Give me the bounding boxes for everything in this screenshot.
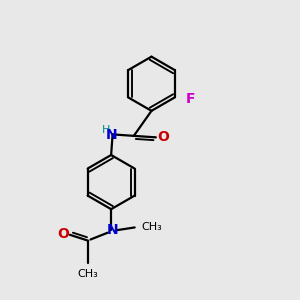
Text: F: F [186,92,196,106]
Text: N: N [107,224,118,237]
Text: O: O [157,130,169,144]
Text: CH₃: CH₃ [142,222,162,233]
Text: CH₃: CH₃ [78,269,98,279]
Text: O: O [58,226,69,241]
Text: N: N [105,128,117,142]
Text: H: H [102,125,110,135]
